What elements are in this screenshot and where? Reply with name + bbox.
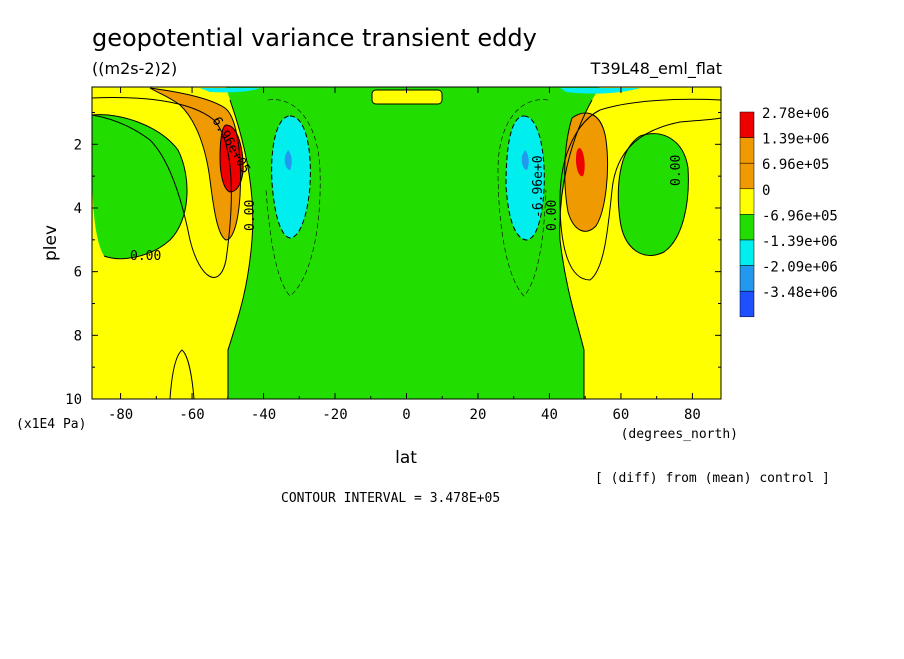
x-tick-label: 60	[613, 407, 630, 423]
x-tick-label: 80	[684, 407, 701, 423]
legend-swatch	[739, 188, 755, 215]
y-tick-label: 6	[74, 265, 82, 281]
contour-interval: CONTOUR INTERVAL = 3.478E+05	[281, 491, 500, 506]
contour-label: -6.96e+0	[531, 155, 546, 218]
legend-swatch	[739, 265, 755, 292]
y-axis-unit: (x1E4 Pa)	[16, 417, 86, 432]
x-tick-label: -60	[179, 407, 204, 423]
right-orange-region	[564, 113, 608, 232]
legend-swatch	[739, 162, 755, 190]
left-cyan-region	[271, 116, 311, 238]
contour-label: 0.00	[243, 200, 258, 231]
contour-right-blob	[617, 133, 689, 256]
run-name: T39L48_eml_flat	[590, 59, 722, 79]
contour-label: 0.00	[669, 155, 684, 186]
contour-bottom-left-lobe	[169, 349, 195, 399]
x-tick-label: 0	[402, 407, 410, 423]
y-tick-label: 8	[74, 328, 82, 344]
left-orange-region	[150, 88, 241, 240]
right-red-core	[576, 148, 585, 177]
colorbar-legend: 2.78e+06 1.39e+06 6.96e+05 0 -6.96e+05 -1.39e…	[739, 106, 838, 318]
right-negative-blob	[618, 133, 689, 256]
contour-left-blob	[92, 114, 188, 260]
contour-label: 0.00	[130, 249, 161, 264]
legend-swatch	[739, 111, 755, 138]
y-axis: 2 4 6 8 10	[65, 111, 721, 408]
y-tick-label: 4	[74, 201, 82, 217]
legend-label: 1.39e+06	[762, 132, 829, 148]
negative-contour-lines	[265, 99, 549, 297]
contour-left-red	[219, 124, 244, 193]
legend-label: -1.39e+06	[762, 234, 838, 250]
legend-label: -6.96e+05	[762, 208, 838, 224]
left-blue-core	[284, 150, 292, 170]
legend-label: -2.09e+06	[762, 260, 838, 276]
contour-zero-right	[559, 99, 593, 399]
contour-right-outer	[559, 98, 721, 281]
legend-label: 6.96e+05	[762, 157, 829, 173]
legend-swatch	[739, 239, 755, 266]
top-right-negative-streak	[560, 88, 640, 94]
contour-lines	[92, 87, 721, 399]
x-axis: -80 -60 -40 -20 0 20 40 60 80	[108, 87, 701, 423]
y-tick-label: 2	[74, 137, 82, 153]
contour-right-cyan	[505, 115, 545, 241]
x-axis-label: lat	[395, 448, 417, 468]
x-tick-label: 20	[470, 407, 487, 423]
diff-note: [ (diff) from (mean) control ]	[595, 471, 830, 486]
legend-swatch	[739, 214, 755, 241]
x-tick-label: -80	[108, 407, 133, 423]
chart-units: ((m2s-2)2)	[92, 59, 177, 78]
contour-zero-left	[227, 99, 254, 399]
x-tick-label: -40	[251, 407, 276, 423]
contour-right-orange	[564, 112, 608, 232]
right-blue-core	[521, 150, 529, 170]
x-tick-label: -20	[322, 407, 347, 423]
contour-left-orange	[149, 87, 241, 241]
legend-label: -3.48e+06	[762, 285, 838, 301]
contour-left-outer	[92, 97, 232, 278]
x-tick-label: 40	[541, 407, 558, 423]
contour-label: 0.00	[545, 200, 560, 231]
legend-swatch	[739, 137, 755, 164]
top-left-negative-streak	[200, 88, 260, 93]
y-axis-label: plev	[41, 225, 61, 261]
left-negative-blob	[92, 114, 188, 259]
legend-label: 2.78e+06	[762, 106, 829, 122]
chart-title: geopotential variance transient eddy	[92, 24, 537, 52]
legend-swatch	[739, 290, 755, 318]
contour-right-faint	[497, 99, 549, 297]
contour-left-cyan	[271, 115, 311, 239]
contour-left-faint	[265, 99, 321, 297]
legend-label: 0	[762, 183, 770, 199]
y-tick-label: 10	[65, 392, 82, 408]
contour-field	[92, 87, 721, 399]
x-axis-unit: (degrees_north)	[621, 427, 738, 442]
right-cyan-region	[506, 116, 545, 240]
